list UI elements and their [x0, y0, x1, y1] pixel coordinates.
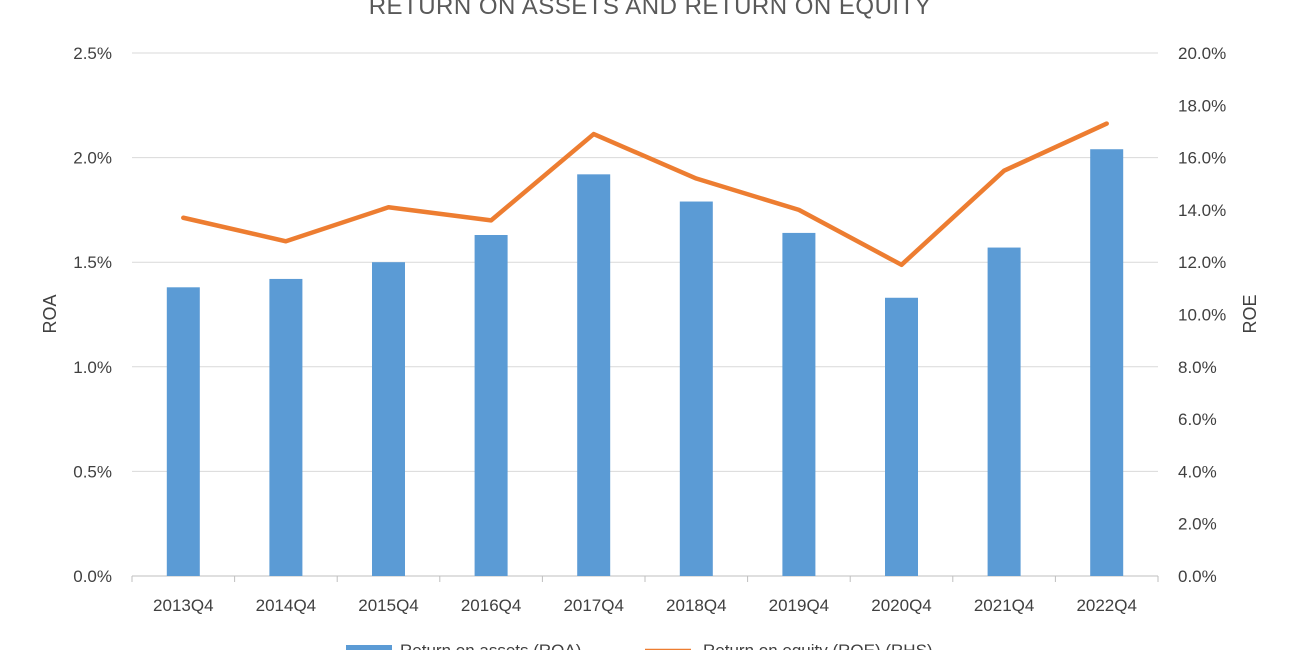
left-tick-label: 0.0% — [73, 567, 112, 586]
x-tick-label: 2020Q4 — [871, 596, 932, 615]
roa-bar — [1090, 149, 1124, 576]
x-tick-label: 2017Q4 — [563, 596, 624, 615]
roa-bar — [885, 297, 918, 576]
roa-bar — [987, 247, 1021, 576]
legend: Return on assets (ROA) Return on equity (… — [346, 641, 933, 650]
right-tick-label: 4.0% — [1178, 462, 1217, 481]
roa-bars — [166, 149, 1124, 577]
right-tick-label: 0.0% — [1178, 567, 1217, 586]
left-tick-label: 1.5% — [73, 253, 112, 272]
left-tick-label: 0.5% — [73, 462, 112, 481]
right-tick-label: 12.0% — [1178, 253, 1226, 272]
right-tick-label: 10.0% — [1178, 306, 1226, 325]
x-tick-label: 2013Q4 — [153, 596, 214, 615]
right-axis-title: ROE — [1240, 294, 1260, 333]
legend-label-roa: Return on assets (ROA) — [400, 641, 581, 650]
legend-label-roe: Return on equity (ROE) (RHS) — [703, 641, 933, 650]
x-tick-label: 2019Q4 — [769, 596, 830, 615]
left-tick-label: 1.0% — [73, 358, 112, 377]
roa-bar — [372, 262, 405, 576]
x-tick-label: 2016Q4 — [461, 596, 522, 615]
left-tick-label: 2.5% — [73, 44, 112, 63]
x-tick-label: 2021Q4 — [974, 596, 1035, 615]
x-tick-label: 2022Q4 — [1076, 596, 1137, 615]
left-axis-title: ROA — [40, 294, 60, 333]
right-tick-label: 2.0% — [1178, 515, 1217, 534]
right-tick-label: 16.0% — [1178, 149, 1226, 168]
right-tick-label: 8.0% — [1178, 358, 1217, 377]
right-axis-ticks: 0.0% 2.0% 4.0% 6.0% 8.0% 10.0% 12.0% 14.0% 16.0%… — [1178, 44, 1226, 586]
roa-bar — [166, 287, 200, 576]
roa-bar — [577, 174, 611, 576]
x-tick-label: 2014Q4 — [256, 596, 317, 615]
roe-line — [181, 121, 1109, 268]
left-axis-ticks: 0.0% 0.5% 1.0% 1.5% 2.0% 2.5% — [73, 44, 112, 586]
roa-bar — [474, 235, 508, 576]
left-tick-label: 2.0% — [73, 149, 112, 168]
x-tick-label: 2015Q4 — [358, 596, 419, 615]
right-tick-label: 20.0% — [1178, 44, 1226, 63]
roa-bar — [679, 201, 713, 577]
roa-bar — [269, 278, 303, 576]
legend-swatch-roa — [346, 645, 392, 650]
gridlines — [131, 52, 1159, 582]
right-tick-label: 18.0% — [1178, 96, 1226, 115]
chart-title: RETURN ON ASSETS AND RETURN ON EQUITY — [369, 0, 932, 20]
roe-series-line — [181, 121, 1109, 268]
roa-bar — [782, 232, 816, 577]
x-tick-label: 2018Q4 — [666, 596, 727, 615]
right-tick-label: 6.0% — [1178, 410, 1217, 429]
x-axis-ticks: 2013Q4 2014Q4 2015Q4 2016Q4 2017Q4 2018Q4 2019… — [153, 596, 1137, 615]
right-tick-label: 14.0% — [1178, 201, 1226, 220]
